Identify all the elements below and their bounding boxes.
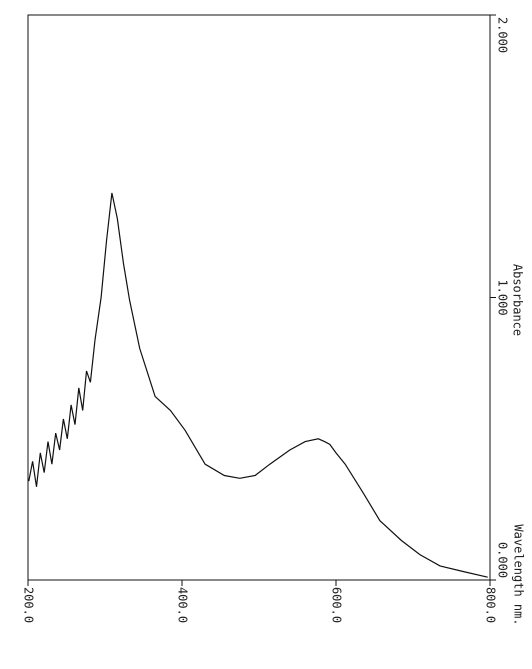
y-axis-title: Absorbance [511, 264, 525, 336]
x-tick-label: 600.0 [330, 587, 344, 623]
x-tick-label: 200.0 [22, 587, 36, 623]
x-axis-title: Wavelength nm. [512, 524, 526, 625]
chart: Absorbance Wavelength nm. 200.0 400.0 600.… [0, 0, 532, 669]
x-tick-label: 400.0 [176, 587, 190, 623]
x-tick-label: 800.0 [484, 587, 498, 623]
y-tick-label: 2.000 [496, 17, 510, 53]
y-tick-label: 0.000 [496, 542, 510, 578]
spectrum-line [29, 193, 488, 577]
plot-frame [28, 15, 490, 580]
y-tick-label: 1.000 [496, 279, 510, 315]
